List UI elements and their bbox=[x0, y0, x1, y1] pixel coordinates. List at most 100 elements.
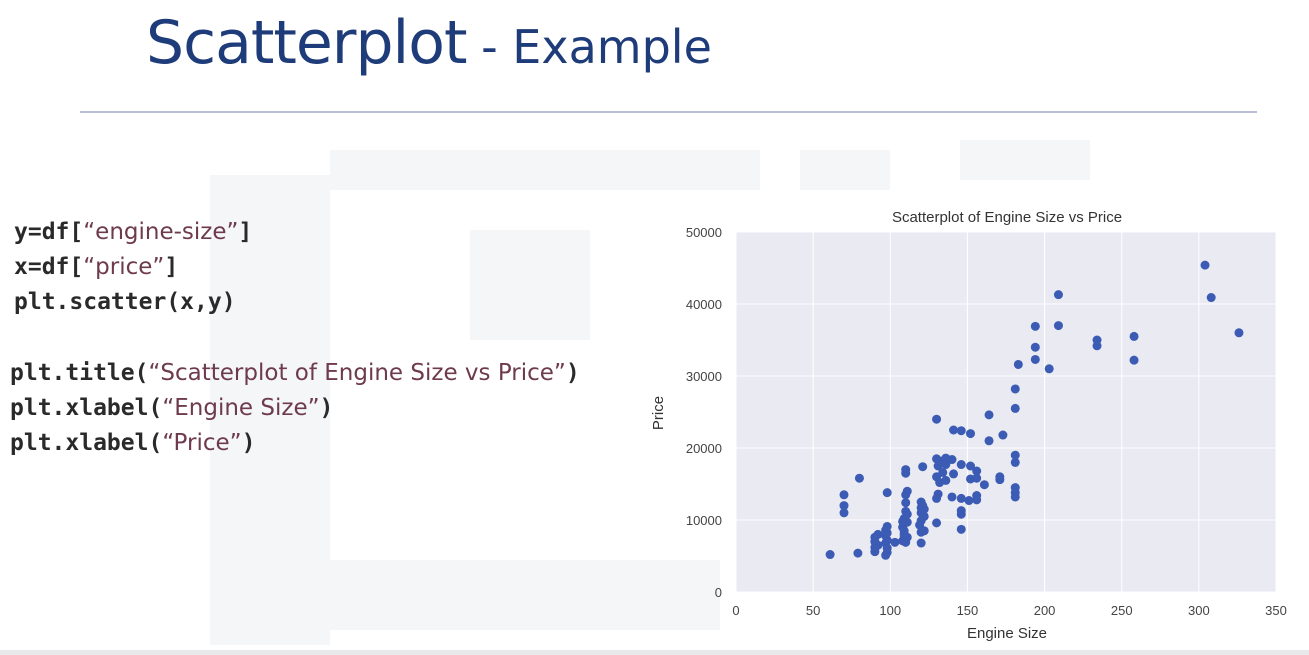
code-text: plt.xlabel( bbox=[10, 430, 163, 456]
data-point bbox=[956, 524, 966, 534]
data-point bbox=[918, 462, 928, 472]
data-point bbox=[941, 460, 951, 470]
code-block-data: y=df[“engine-size”] x=df[“price”] plt.sc… bbox=[14, 215, 252, 320]
data-point bbox=[882, 521, 892, 531]
data-point bbox=[919, 511, 929, 521]
data-point bbox=[1010, 457, 1020, 467]
data-point bbox=[1010, 450, 1020, 460]
data-point bbox=[1010, 483, 1020, 493]
code-text: ) bbox=[319, 395, 334, 421]
code-line: plt.scatter(x,y) bbox=[14, 285, 252, 320]
data-point bbox=[932, 414, 942, 424]
title-divider bbox=[80, 111, 1257, 113]
data-point bbox=[1044, 364, 1054, 374]
code-line: plt.title(“Scatterplot of Engine Size vs… bbox=[10, 356, 580, 391]
data-point bbox=[984, 410, 994, 420]
data-point bbox=[1010, 403, 1020, 413]
data-point bbox=[972, 473, 982, 483]
code-string: “engine-size” bbox=[83, 219, 239, 245]
code-text: ] bbox=[164, 254, 179, 280]
code-text: y=df[ bbox=[14, 219, 84, 245]
data-point bbox=[1010, 384, 1020, 394]
data-point bbox=[853, 548, 863, 558]
slide-title-sub: - Example bbox=[466, 20, 712, 74]
scatter-chart: 0 50 100 150 200 250 300 350 0 10000 20000 30000 40… bbox=[650, 209, 1287, 642]
code-text: plt.title( bbox=[10, 360, 149, 386]
data-point bbox=[839, 501, 849, 511]
data-point bbox=[902, 486, 912, 496]
x-tick-label: 150 bbox=[957, 603, 979, 618]
x-tick-label: 0 bbox=[732, 603, 739, 618]
chart-title: Scatterplot of Engine Size vs Price bbox=[892, 209, 1122, 226]
data-point bbox=[919, 504, 929, 514]
data-point bbox=[902, 517, 912, 527]
data-point bbox=[984, 436, 994, 446]
data-point bbox=[938, 467, 948, 477]
data-point bbox=[933, 489, 943, 499]
data-point bbox=[1092, 335, 1102, 345]
data-point bbox=[1206, 293, 1216, 303]
y-tick-labels: 0 10000 20000 30000 40000 50000 bbox=[686, 225, 722, 600]
data-point bbox=[873, 529, 883, 539]
data-point bbox=[839, 508, 849, 518]
data-point bbox=[1030, 354, 1040, 364]
code-block-labels: plt.title(“Scatterplot of Engine Size vs… bbox=[10, 356, 580, 461]
y-axis-label: Price bbox=[650, 396, 667, 430]
data-point bbox=[956, 493, 966, 503]
data-point bbox=[890, 537, 900, 547]
data-point bbox=[825, 550, 835, 560]
x-axis-label: Engine Size bbox=[967, 625, 1047, 642]
data-point bbox=[919, 526, 929, 536]
plot-area bbox=[736, 232, 1276, 592]
code-string: “Engine Size” bbox=[162, 395, 320, 421]
data-point bbox=[964, 496, 974, 506]
data-point bbox=[873, 540, 883, 550]
data-point bbox=[932, 518, 942, 528]
x-tick-label: 50 bbox=[806, 603, 820, 618]
data-point bbox=[949, 469, 959, 479]
data-point bbox=[956, 460, 966, 470]
data-point bbox=[966, 429, 976, 439]
data-point bbox=[1053, 290, 1063, 300]
data-point bbox=[1030, 321, 1040, 331]
code-text: ) bbox=[565, 360, 580, 386]
y-tick-label: 30000 bbox=[686, 369, 722, 384]
data-point bbox=[1053, 321, 1063, 331]
data-point bbox=[839, 490, 849, 500]
code-line: plt.xlabel(“Engine Size”) bbox=[10, 391, 580, 426]
code-text: ) bbox=[241, 430, 256, 456]
data-point bbox=[947, 492, 957, 502]
data-point bbox=[947, 455, 957, 465]
code-line: x=df[“price”] bbox=[14, 250, 252, 285]
grid-lines bbox=[735, 231, 1277, 593]
code-line: plt.xlabel(“Price”) bbox=[10, 426, 580, 461]
x-tick-label: 100 bbox=[879, 603, 901, 618]
slide-title-main: Scatterplot bbox=[146, 8, 467, 78]
bottom-bar bbox=[0, 650, 1309, 655]
slide-title: Scatterplot - Example bbox=[146, 8, 712, 78]
data-point bbox=[998, 430, 1008, 440]
data-point bbox=[1129, 355, 1139, 365]
data-point bbox=[854, 473, 864, 483]
data-point bbox=[995, 472, 1005, 482]
data-point bbox=[902, 509, 912, 519]
code-text: ] bbox=[238, 219, 253, 245]
data-points bbox=[825, 260, 1244, 560]
x-tick-label: 300 bbox=[1188, 603, 1210, 618]
data-point bbox=[1234, 328, 1244, 338]
code-string: “price” bbox=[83, 254, 165, 280]
y-tick-label: 10000 bbox=[686, 513, 722, 528]
data-point bbox=[972, 466, 982, 476]
data-point bbox=[1030, 342, 1040, 352]
x-tick-label: 350 bbox=[1265, 603, 1287, 618]
y-tick-label: 0 bbox=[715, 585, 722, 600]
code-text: x=df[ bbox=[14, 254, 84, 280]
data-point bbox=[972, 491, 982, 501]
x-tick-label: 200 bbox=[1034, 603, 1056, 618]
data-point bbox=[1013, 359, 1023, 369]
code-text: plt.xlabel( bbox=[10, 395, 163, 421]
data-point bbox=[902, 532, 912, 542]
y-tick-label: 40000 bbox=[686, 297, 722, 312]
data-point bbox=[901, 498, 911, 508]
